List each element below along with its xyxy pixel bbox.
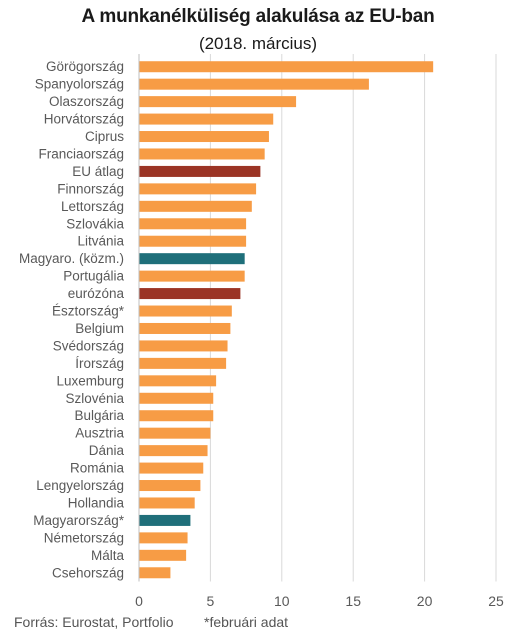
bar (139, 270, 245, 282)
category-label: Magyarország* (33, 513, 125, 528)
category-label: Franciaország (38, 146, 124, 161)
x-tick-label: 0 (135, 593, 143, 609)
bar (139, 480, 201, 492)
category-label: Szlovénia (65, 391, 124, 406)
category-label: Szlovákia (66, 216, 124, 231)
category-label: Lettország (61, 199, 124, 214)
category-label: Bulgária (74, 408, 124, 423)
bar (139, 235, 247, 247)
bar (139, 183, 257, 195)
bar (139, 148, 265, 160)
category-label: Ausztria (75, 426, 124, 441)
bar (139, 165, 261, 177)
category-label: Csehország (52, 565, 124, 580)
category-label: Málta (91, 548, 125, 563)
bar (139, 567, 171, 579)
bar (139, 131, 269, 143)
bar (139, 322, 231, 334)
bar (139, 357, 227, 369)
category-label: Portugália (63, 269, 124, 284)
category-label: Írország (75, 356, 124, 371)
footnote: *februári adat (204, 614, 289, 630)
bar (139, 218, 247, 230)
category-label: Horvátország (44, 112, 124, 127)
bar (139, 78, 369, 90)
category-label: Dánia (89, 443, 125, 458)
bar (139, 96, 297, 108)
category-label: Ciprus (85, 129, 124, 144)
category-label: Olaszország (49, 94, 124, 109)
category-label: Észtország* (52, 304, 125, 319)
bar (139, 305, 232, 317)
bar (139, 410, 214, 422)
bar (139, 340, 228, 352)
bar (139, 497, 195, 509)
category-label: eurózóna (68, 286, 125, 301)
x-tick-label: 5 (207, 593, 215, 609)
bar (139, 392, 214, 404)
category-label: Finnország (57, 181, 124, 196)
category-label: Spanyolország (35, 77, 124, 92)
category-label: Magyaro. (közm.) (19, 251, 124, 266)
category-label: Görögország (46, 59, 124, 74)
category-label: Belgium (75, 321, 124, 336)
category-label: Románia (70, 461, 125, 476)
x-tick-label: 20 (417, 593, 433, 609)
x-tick-label: 15 (345, 593, 361, 609)
chart-title: A munkanélküliség alakulása az EU-ban (81, 6, 435, 27)
bar (139, 200, 252, 212)
chart-subtitle: (2018. március) (198, 34, 318, 53)
bar (139, 462, 204, 474)
bar (139, 375, 217, 387)
bar (139, 445, 208, 457)
category-label: Németország (44, 530, 124, 545)
bar (139, 288, 241, 300)
bar (139, 253, 245, 265)
category-label: Svédország (53, 338, 124, 353)
bar (139, 113, 274, 125)
category-label: Luxemburg (56, 373, 124, 388)
bar (139, 427, 211, 439)
source-note: Forrás: Eurostat, Portfolio (14, 614, 174, 630)
category-label: EU átlag (72, 164, 124, 179)
bar (139, 532, 188, 544)
bar (139, 549, 187, 561)
bar (139, 61, 434, 73)
category-label: Hollandia (68, 495, 125, 510)
category-label: Lengyelország (36, 478, 124, 493)
category-label: Litvánia (77, 234, 124, 249)
bar (139, 514, 191, 526)
x-tick-label: 10 (274, 593, 290, 609)
x-tick-label: 25 (488, 593, 504, 609)
